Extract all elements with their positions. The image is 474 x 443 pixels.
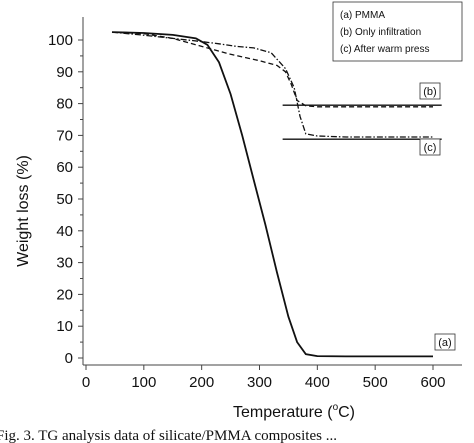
y-tick-label: 100 <box>48 32 73 49</box>
x-axis-title-main: Temperature ( <box>233 404 333 421</box>
legend-entry-b: (b) Only infiltration <box>340 27 421 38</box>
y-tick-label: 90 <box>56 64 73 81</box>
series-tags: (a) (b) (c) <box>419 82 456 351</box>
x-axis-title-degree: o <box>333 402 339 413</box>
y-axis-title: Weight loss (%) <box>15 155 32 267</box>
series-layer <box>111 31 433 358</box>
y-tick-label: 70 <box>56 127 73 144</box>
figure-caption: Fig. 3. TG analysis data of silicate/PMM… <box>0 428 337 443</box>
y-tick-label: 80 <box>56 96 73 113</box>
y-tick-label: 20 <box>56 286 73 303</box>
series-tag-label: (a) <box>438 337 451 349</box>
series-tag-box <box>419 138 441 156</box>
y-tick-label: 50 <box>56 191 73 208</box>
y-tick-label: 40 <box>56 223 73 240</box>
y-axis-ticks: 0 10 20 30 40 50 60 70 80 90 100 <box>48 32 83 367</box>
x-tick-label: 0 <box>82 374 90 391</box>
series-line <box>111 31 433 358</box>
x-tick-label: 500 <box>363 374 388 391</box>
x-axis-ticks: 0 100 200 300 400 500 600 <box>82 365 446 391</box>
y-tick-label: 60 <box>56 159 73 176</box>
reference-lines <box>282 104 442 140</box>
series-line <box>111 31 433 108</box>
series-tag-label: (c) <box>424 142 437 154</box>
legend-entry-a: (a) PMMA <box>340 10 385 21</box>
series-tag-box <box>434 333 456 351</box>
x-tick-label: 100 <box>131 374 156 391</box>
x-tick-label: 600 <box>420 374 445 391</box>
x-axis-title-unit: C) <box>338 404 355 421</box>
x-axis-title: Temperature (oC) <box>233 402 355 421</box>
y-tick-label: 10 <box>56 318 73 335</box>
y-tick-label: 0 <box>65 350 73 367</box>
series-line <box>111 31 433 138</box>
legend-box <box>332 1 463 62</box>
x-tick-label: 200 <box>189 374 214 391</box>
plot-frame <box>82 17 462 366</box>
series-tag-label: (b) <box>423 86 436 98</box>
series-tag-box <box>419 82 441 100</box>
y-tick-label: 30 <box>56 255 73 272</box>
legend-entry-c: (c) After warm press <box>340 44 429 55</box>
legend: (a) PMMA (b) Only infiltration (c) After… <box>332 1 463 62</box>
x-tick-label: 300 <box>247 374 272 391</box>
x-tick-label: 400 <box>305 374 330 391</box>
